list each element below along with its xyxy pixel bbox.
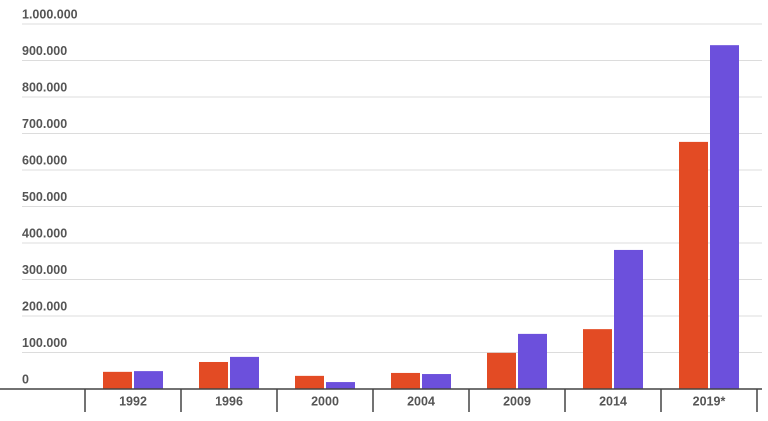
x-tick-label: 2004 <box>407 394 435 408</box>
y-tick-label: 100.000 <box>22 336 67 350</box>
bar <box>230 356 259 389</box>
bar <box>295 375 324 389</box>
bar <box>487 352 516 389</box>
x-tick-label: 2019* <box>693 394 726 408</box>
bar <box>326 382 355 389</box>
y-tick-label: 800.000 <box>22 80 67 94</box>
bar <box>422 374 451 389</box>
bar <box>103 371 132 389</box>
y-tick-label: 500.000 <box>22 190 67 204</box>
y-tick-label: 300.000 <box>22 263 67 277</box>
y-tick-label: 700.000 <box>22 117 67 131</box>
y-tick-label: 400.000 <box>22 226 67 240</box>
bar <box>614 249 643 389</box>
x-tick-label: 2014 <box>599 394 627 408</box>
x-tick-label: 2000 <box>311 394 339 408</box>
bar <box>134 371 163 389</box>
x-tick-label: 2009 <box>503 394 531 408</box>
x-tick-label: 1992 <box>119 394 147 408</box>
bar <box>710 45 739 390</box>
y-tick-label: 1.000.000 <box>22 7 78 21</box>
bar <box>679 141 708 389</box>
bar <box>391 372 420 389</box>
x-tick-label: 1996 <box>215 394 243 408</box>
y-tick-label: 900.000 <box>22 44 67 58</box>
bar <box>583 329 612 389</box>
y-tick-label: 200.000 <box>22 299 67 313</box>
y-tick-label: 600.000 <box>22 153 67 167</box>
bar <box>518 333 547 389</box>
bar <box>199 361 228 389</box>
y-tick-label: 0 <box>22 372 29 386</box>
